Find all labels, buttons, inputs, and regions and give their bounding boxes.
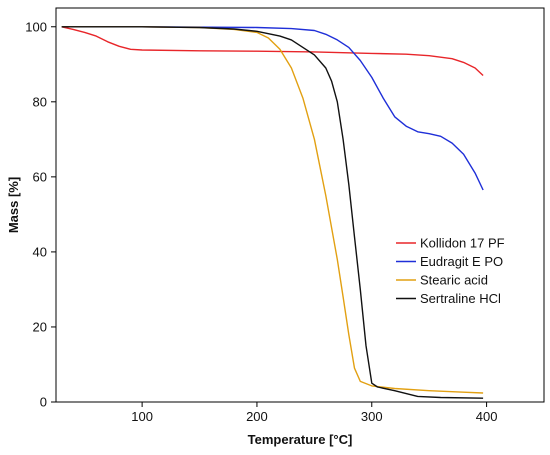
x-axis-title: Temperature [°C] xyxy=(248,432,353,447)
legend: Kollidon 17 PF Eudragit E PO Stearic acid S… xyxy=(396,236,505,306)
y-axis-title: Mass [%] xyxy=(6,177,21,233)
y-tick-label: 60 xyxy=(33,169,47,184)
x-tick-label: 400 xyxy=(476,409,498,424)
series-layer xyxy=(61,26,484,399)
x-tick-label: 200 xyxy=(246,409,268,424)
plot-area xyxy=(55,7,545,403)
y-tick-label: 0 xyxy=(40,395,47,410)
series-line-stearic-acid xyxy=(61,26,484,394)
x-tick-label: 300 xyxy=(361,409,383,424)
plot-frame xyxy=(55,7,545,403)
legend-label-stearic-acid: Stearic acid xyxy=(420,273,488,288)
series-line-sertraline-hcl xyxy=(61,26,484,399)
y-tick-label: 40 xyxy=(33,244,47,259)
series-line-kollidon-17-pf xyxy=(61,26,484,77)
legend-label-eudragit-e-po: Eudragit E PO xyxy=(420,254,503,269)
series-line-eudragit-e-po xyxy=(61,26,484,191)
legend-label-sertraline-hcl: Sertraline HCl xyxy=(420,291,501,306)
y-tick-label: 80 xyxy=(33,94,47,109)
y-tick-label: 100 xyxy=(25,19,47,34)
axes-layer: 100 200 300 400 0 20 40 60 80 100 xyxy=(25,19,497,424)
y-tick-label: 20 xyxy=(33,319,47,334)
x-tick-label: 100 xyxy=(131,409,153,424)
legend-label-kollidon-17-pf: Kollidon 17 PF xyxy=(420,236,505,251)
